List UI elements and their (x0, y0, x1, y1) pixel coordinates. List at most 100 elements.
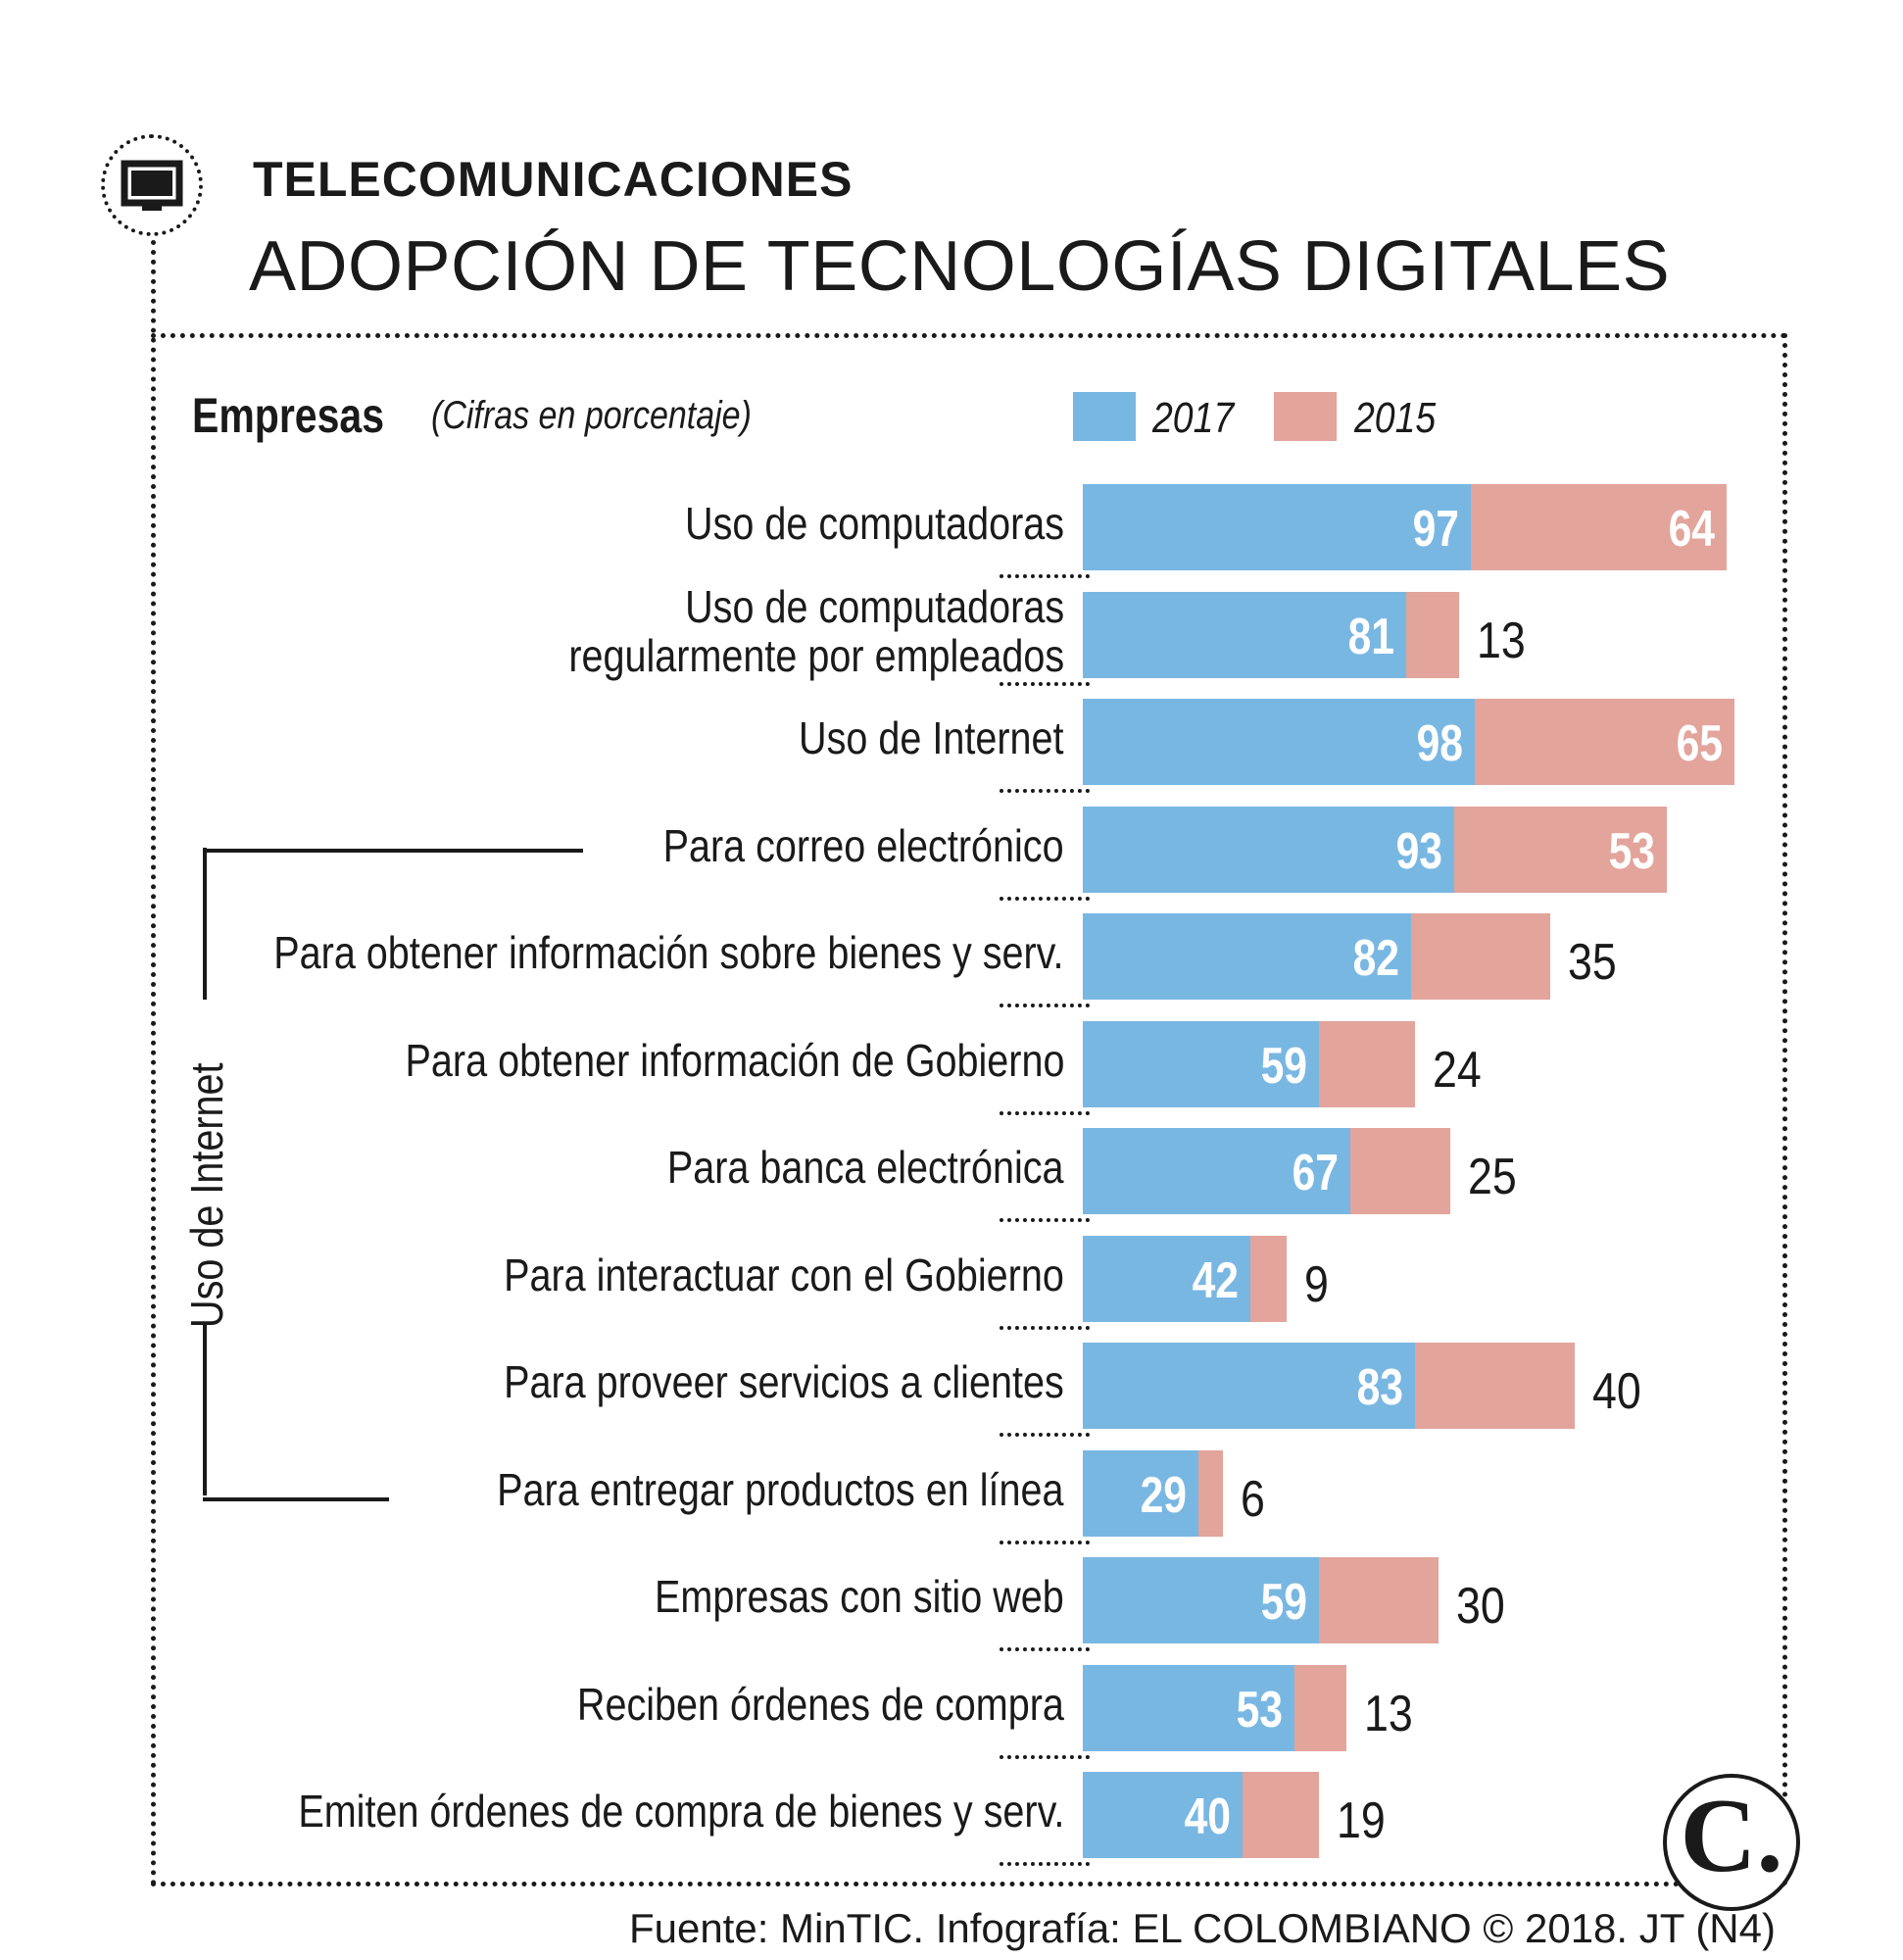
value-label-2017: 67 (1292, 1145, 1340, 1201)
bar-2017 (1083, 591, 1407, 678)
category-label: Para obtener información de Gobierno (405, 1036, 1064, 1085)
category-label-line: Para obtener información sobre bienes y … (273, 927, 1064, 978)
frame-left-border (151, 240, 156, 1886)
bar-2015 (1198, 1449, 1223, 1537)
chart-title: Empresas (192, 388, 385, 443)
category-label-line: Uso de Internet (799, 712, 1064, 763)
value-label-2017: 98 (1416, 715, 1463, 772)
chart-subtitle: (Cifras en porcentaje) (431, 394, 752, 437)
bar-2017 (1083, 806, 1455, 893)
bar-2017 (1083, 1557, 1319, 1643)
category-label: Reciben órdenes de compra (577, 1680, 1064, 1729)
value-label-2015: 13 (1364, 1685, 1414, 1742)
row-leader-dots (1000, 1110, 1090, 1115)
legend-label-2017: 2017 (1152, 394, 1235, 442)
value-label-2017: 59 (1260, 1574, 1307, 1631)
category-label: Para banca electrónica (667, 1143, 1064, 1192)
row-leader-dots (1000, 789, 1090, 793)
legend-label-2015: 2015 (1354, 394, 1437, 442)
bracket-bottom-arm (203, 1497, 389, 1501)
bar-2017 (1083, 484, 1471, 570)
bar-2015 (1350, 1128, 1451, 1214)
category-label-line: Reciben órdenes de compra (577, 1678, 1064, 1730)
value-label-2017: 97 (1412, 501, 1459, 558)
value-label-2015: 65 (1676, 715, 1724, 772)
row-leader-dots (1000, 1862, 1090, 1866)
value-label-2015: 19 (1336, 1792, 1386, 1849)
bar-2017 (1083, 699, 1475, 785)
category-label: Para obtener información sobre bienes y … (274, 928, 1064, 977)
row-leader-dots (1000, 1647, 1090, 1651)
bar-2015 (1454, 806, 1667, 893)
category-label-line: Para obtener información de Gobierno (405, 1034, 1064, 1086)
value-label-2015: 13 (1476, 612, 1526, 669)
source-credit: Fuente: MinTIC. Infografía: EL COLOMBIAN… (628, 1905, 1776, 1951)
value-label-2017: 53 (1236, 1681, 1284, 1739)
bar-2015 (1410, 913, 1551, 1000)
bar-2015 (1250, 1235, 1288, 1322)
value-label-2017: 82 (1352, 930, 1399, 987)
value-label-2017: 29 (1140, 1466, 1188, 1524)
bracket-top-arm (203, 849, 583, 853)
value-label-2015: 53 (1608, 822, 1655, 880)
row-leader-dots (1000, 681, 1090, 686)
category-label-line: Para entregar productos en línea (497, 1463, 1064, 1515)
row-leader-dots (1000, 1004, 1090, 1007)
bar-2017 (1083, 1128, 1351, 1214)
el-colombiano-logo: C. (1663, 1774, 1800, 1911)
value-label-2017: 42 (1192, 1251, 1240, 1309)
bracket-label: Uso de Internet (181, 1062, 232, 1328)
legend-swatch-2015 (1274, 392, 1337, 441)
category-label: Uso de computadoras regularmente por empl… (568, 582, 1064, 680)
chart-frame (151, 333, 1787, 1886)
bar-2015 (1406, 591, 1459, 678)
category-label-line: Emiten órdenes de compra de bienes y ser… (297, 1786, 1064, 1837)
bracket-upper-stem (203, 847, 207, 1000)
row-leader-dots (1000, 1540, 1090, 1544)
row-leader-dots (1000, 1325, 1090, 1330)
category-label-line: Empresas con sitio web (655, 1571, 1064, 1622)
row-leader-dots (1000, 1218, 1090, 1222)
legend-swatch-2017 (1073, 392, 1136, 441)
category-label: Empresas con sitio web (655, 1572, 1064, 1621)
bar-2015 (1470, 484, 1727, 570)
category-label: Para interactuar con el Gobierno (504, 1250, 1064, 1299)
value-label-2015: 9 (1304, 1255, 1329, 1313)
value-label-2015: 35 (1568, 934, 1618, 991)
section-kicker: TELECOMUNICACIONES (253, 152, 854, 207)
bar-2017 (1083, 1235, 1251, 1322)
category-label: Para entregar productos en línea (498, 1465, 1064, 1514)
value-label-2015: 25 (1468, 1149, 1518, 1205)
bar-2015 (1474, 699, 1735, 785)
value-label-2015: 6 (1240, 1470, 1265, 1528)
bar-2015 (1318, 1557, 1439, 1643)
value-label-2015: 64 (1668, 501, 1715, 558)
category-label-line: Para correo electrónico (663, 819, 1064, 871)
bar-2017 (1083, 913, 1411, 1000)
category-label-line: Para proveer servicios a clientes (504, 1356, 1064, 1407)
bracket-lower-stem (203, 1325, 207, 1495)
category-label-line: regularmente por empleados (568, 629, 1064, 681)
row-leader-dots (1000, 1433, 1090, 1437)
category-label-line: Para banca electrónica (667, 1142, 1064, 1193)
value-label-2017: 40 (1184, 1788, 1232, 1845)
logo-letter: C. (1680, 1778, 1783, 1894)
page-title: ADOPCIÓN DE TECNOLOGÍAS DIGITALES (249, 227, 1671, 306)
bar-2017 (1083, 1664, 1295, 1751)
bar-2015 (1294, 1664, 1347, 1751)
row-leader-dots (1000, 574, 1090, 578)
category-label-line: Uso de computadoras (684, 498, 1064, 549)
bar-2017 (1083, 1020, 1319, 1107)
row-leader-dots (1000, 1754, 1090, 1759)
bar-2015 (1243, 1772, 1319, 1858)
row-leader-dots (1000, 896, 1090, 901)
value-label-2015: 30 (1456, 1578, 1505, 1635)
bar-2017 (1083, 1772, 1244, 1858)
category-label: Uso de Internet (800, 713, 1064, 762)
category-label: Uso de computadoras (685, 499, 1064, 548)
value-label-2017: 83 (1356, 1359, 1403, 1416)
category-label-line: Uso de computadoras (684, 580, 1064, 632)
bar-2017 (1083, 1449, 1199, 1537)
value-label-2015: 40 (1591, 1363, 1641, 1420)
category-label-line: Para interactuar con el Gobierno (504, 1249, 1064, 1300)
